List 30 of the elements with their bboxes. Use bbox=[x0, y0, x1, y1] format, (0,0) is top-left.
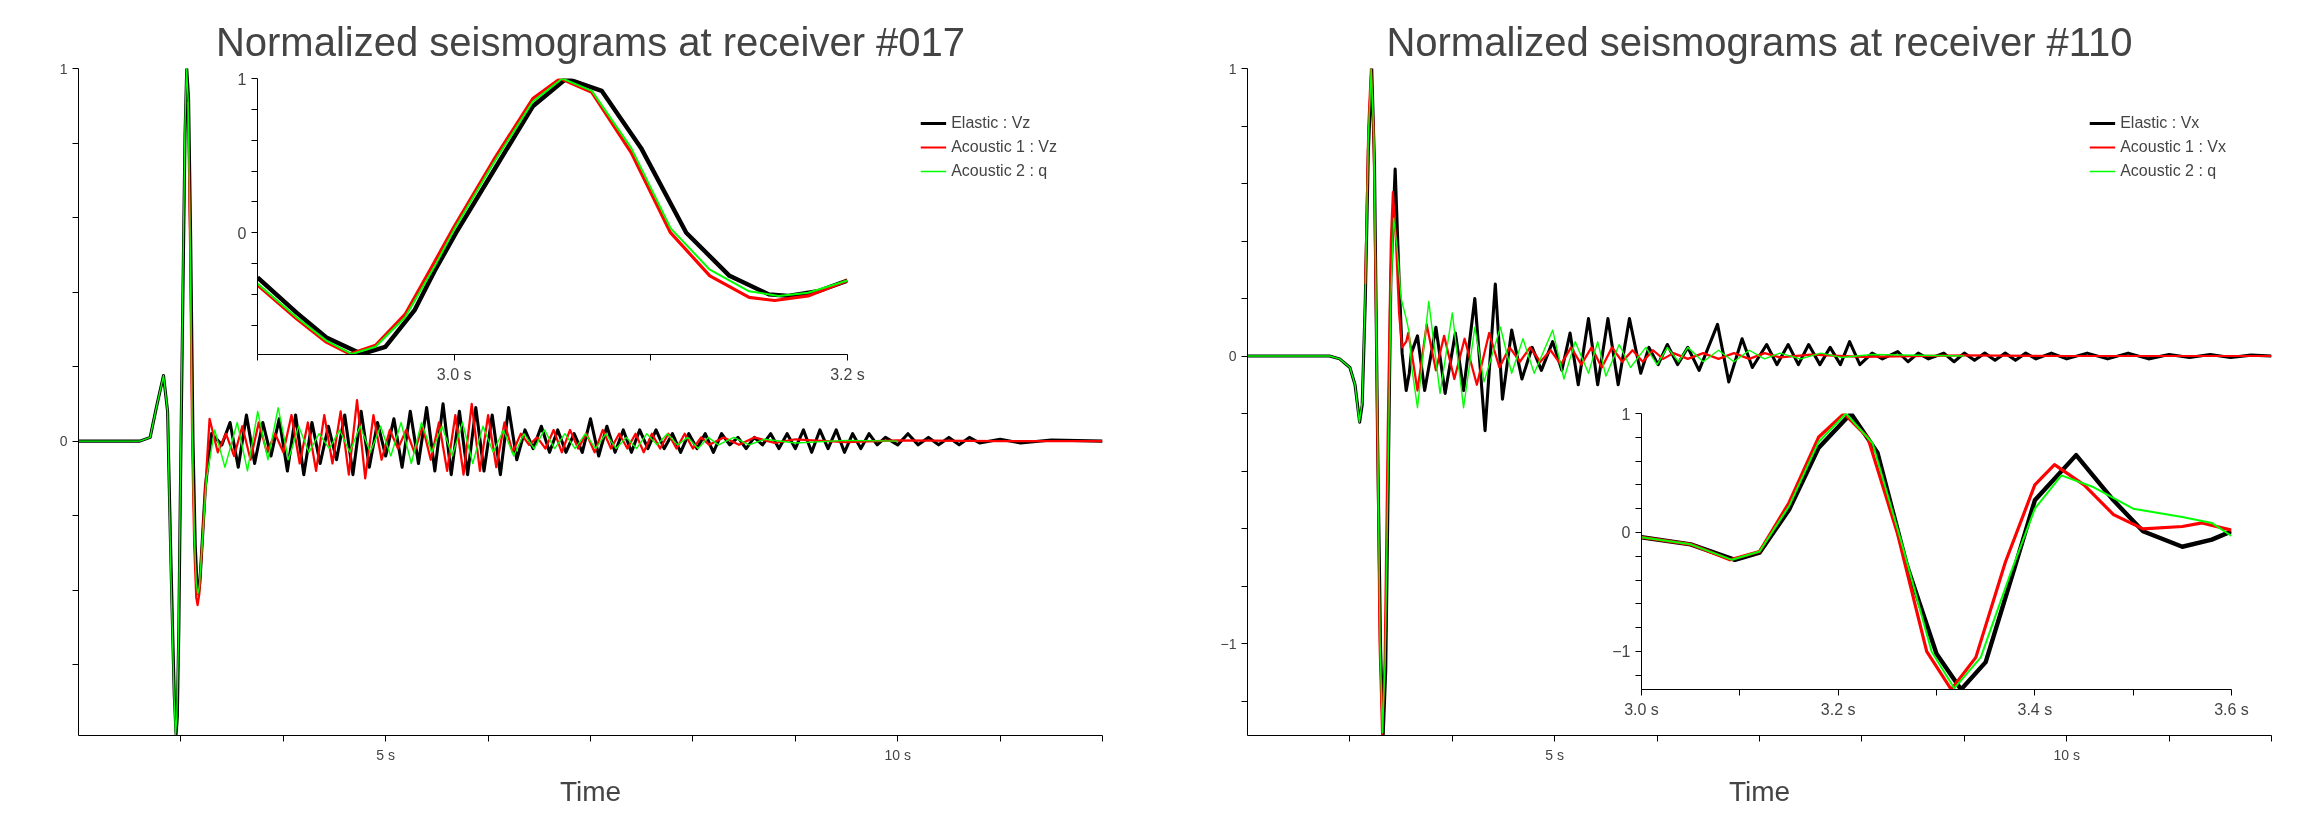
x-tick-label: 10 s bbox=[2053, 746, 2080, 763]
y-tick-label: 0 bbox=[237, 224, 247, 242]
y-tick-label: 0 bbox=[59, 433, 68, 450]
chart-title: Normalized seismograms at receiver #110 bbox=[1386, 19, 2133, 64]
y-tick-label: 1 bbox=[1228, 60, 1237, 77]
legend-label: Acoustic 2 : q bbox=[2120, 162, 2217, 180]
x-tick-label: 3.0 s bbox=[1624, 700, 1659, 718]
x-tick-label: 3.2 s bbox=[1820, 700, 1856, 718]
x-tick-label: 5 s bbox=[1545, 746, 1565, 763]
legend-label: Acoustic 1 : Vx bbox=[2120, 138, 2226, 156]
x-axis-title: Time bbox=[1728, 775, 1791, 807]
chart-title: Normalized seismograms at receiver #017 bbox=[215, 19, 966, 64]
legend-label: Elastic : Vz bbox=[951, 114, 1031, 132]
legend-label: Acoustic 2 : q bbox=[951, 162, 1048, 180]
x-tick-label: 3.6 s bbox=[2214, 700, 2249, 718]
y-tick-label: 1 bbox=[237, 70, 247, 88]
y-tick-label: 0 bbox=[1621, 524, 1631, 542]
x-tick-label: 10 s bbox=[884, 746, 911, 763]
y-tick-label: −1 bbox=[1220, 635, 1237, 652]
x-tick-label: 3.0 s bbox=[436, 365, 472, 383]
x-axis-title: Time bbox=[559, 775, 622, 807]
x-tick-label: 5 s bbox=[376, 746, 396, 763]
x-tick-label: 3.4 s bbox=[2017, 700, 2053, 718]
y-tick-label: 1 bbox=[1621, 405, 1631, 423]
legend-label: Acoustic 1 : Vz bbox=[951, 138, 1057, 156]
legend-label: Elastic : Vx bbox=[2120, 114, 2200, 132]
y-tick-label: −1 bbox=[1612, 643, 1631, 661]
y-tick-label: 0 bbox=[1228, 348, 1237, 364]
x-tick-label: 3.2 s bbox=[830, 365, 865, 383]
y-tick-label: 1 bbox=[59, 60, 68, 77]
